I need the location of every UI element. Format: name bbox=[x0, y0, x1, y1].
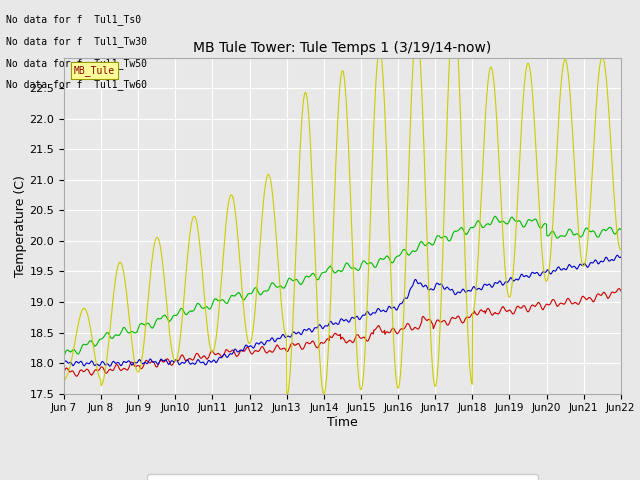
Y-axis label: Temperature (C): Temperature (C) bbox=[13, 175, 27, 276]
X-axis label: Time: Time bbox=[327, 416, 358, 429]
Text: MB_Tule: MB_Tule bbox=[74, 65, 115, 76]
Text: No data for f  Tul1_Ts0: No data for f Tul1_Ts0 bbox=[6, 14, 141, 25]
Text: No data for f  Tul1_Tw30: No data for f Tul1_Tw30 bbox=[6, 36, 147, 47]
Title: MB Tule Tower: Tule Temps 1 (3/19/14-now): MB Tule Tower: Tule Temps 1 (3/19/14-now… bbox=[193, 41, 492, 55]
Text: No data for f  Tul1_Tw60: No data for f Tul1_Tw60 bbox=[6, 79, 147, 90]
Text: No data for f  Tul1_Tw50: No data for f Tul1_Tw50 bbox=[6, 58, 147, 69]
Legend: Tul1_Ts-32, Tul1_Ts-16, Tul1_Ts-8, Tul1_Tw+10: Tul1_Ts-32, Tul1_Ts-16, Tul1_Ts-8, Tul1_… bbox=[147, 474, 538, 480]
